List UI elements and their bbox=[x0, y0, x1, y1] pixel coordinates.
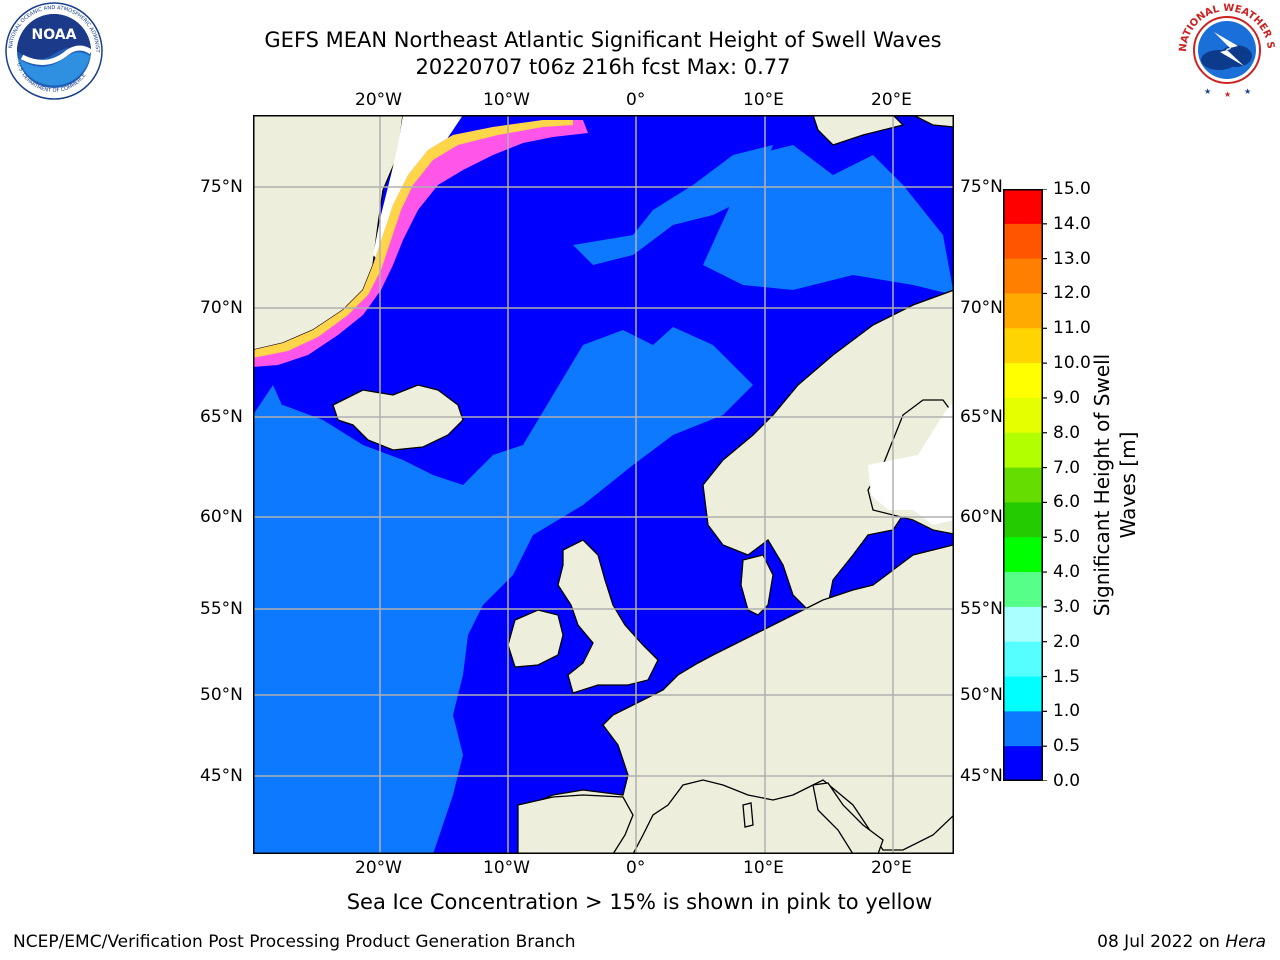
colorbar-segment bbox=[1003, 223, 1043, 260]
colorbar-tick-label: 14.0 bbox=[1053, 213, 1091, 234]
lat-label-left: 75°N bbox=[200, 177, 243, 197]
national-weather-service-logo-icon: NATIONAL WEATHER SERVICE ★ ★ ★ bbox=[1170, 0, 1280, 102]
noaa-logo-icon: NOAA NATIONAL OCEANIC AND ATMOSPHERIC AD… bbox=[0, 0, 106, 104]
footer-host: Hera bbox=[1225, 932, 1266, 952]
noaa-logo-text: NOAA bbox=[32, 27, 77, 43]
footer-credit: NCEP/EMC/Verification Post Processing Pr… bbox=[13, 932, 576, 952]
chart-subtitle: 20220707 t06z 216h fcst Max: 0.77 bbox=[415, 55, 791, 79]
colorbar-segment bbox=[1003, 467, 1043, 503]
lon-label-top: 10°E bbox=[743, 90, 784, 110]
lat-label-left: 65°N bbox=[200, 407, 243, 427]
colorbar-tick-label: 0.5 bbox=[1053, 736, 1081, 757]
lon-label-top: 20°E bbox=[871, 90, 912, 110]
lon-label-top: 0° bbox=[626, 90, 646, 110]
colorbar-segment bbox=[1003, 293, 1043, 329]
colorbar-tick-label: 0.0 bbox=[1053, 771, 1081, 791]
colorbar-tick-label: 7.0 bbox=[1053, 457, 1081, 478]
colorbar-tick-label: 15.0 bbox=[1053, 179, 1091, 199]
colorbar-segment bbox=[1003, 641, 1043, 678]
colorbar-frame bbox=[1003, 189, 1043, 781]
colorbar bbox=[1003, 188, 1047, 785]
colorbar-segment bbox=[1003, 676, 1043, 712]
lat-label-right: 70°N bbox=[960, 298, 1003, 318]
lat-label-left: 70°N bbox=[200, 298, 243, 318]
colorbar-tick-label: 12.0 bbox=[1053, 283, 1091, 304]
lon-label-bottom: 0° bbox=[626, 858, 646, 878]
colorbar-segment bbox=[1003, 258, 1043, 294]
colorbar-tick-label: 9.0 bbox=[1053, 387, 1081, 408]
lat-label-left: 50°N bbox=[200, 685, 243, 705]
colorbar-tick-label: 6.0 bbox=[1053, 492, 1081, 513]
lat-label-right: 55°N bbox=[960, 599, 1003, 619]
svg-text:★: ★ bbox=[1244, 87, 1251, 96]
colorbar-tick-label: 11.0 bbox=[1053, 318, 1091, 339]
footer-date-text: 08 Jul 2022 on bbox=[1097, 932, 1226, 952]
lon-label-bottom: 10°W bbox=[483, 858, 530, 878]
graticule bbox=[253, 115, 954, 854]
lat-label-left: 45°N bbox=[200, 766, 243, 786]
map-frame bbox=[253, 115, 954, 854]
colorbar-tick-label: 5.0 bbox=[1053, 527, 1081, 548]
svg-text:★: ★ bbox=[1224, 90, 1231, 98]
lon-label-top: 10°W bbox=[483, 90, 530, 110]
colorbar-segment bbox=[1003, 572, 1043, 608]
lon-label-bottom: 20°E bbox=[871, 858, 912, 878]
lat-label-right: 65°N bbox=[960, 407, 1003, 427]
sea-ice-band bbox=[253, 120, 588, 367]
colorbar-segment bbox=[1003, 606, 1043, 643]
lat-label-left: 60°N bbox=[200, 507, 243, 527]
svg-text:★: ★ bbox=[1204, 87, 1211, 96]
chart-title: GEFS MEAN Northeast Atlantic Significant… bbox=[264, 28, 942, 52]
swell-height-map bbox=[253, 115, 954, 858]
colorbar-tick-label: 1.5 bbox=[1053, 666, 1081, 687]
colorbar-tick-label: 13.0 bbox=[1053, 248, 1091, 269]
lat-label-right: 50°N bbox=[960, 685, 1003, 705]
lat-label-right: 75°N bbox=[960, 177, 1003, 197]
colorbar-tick-label: 2.0 bbox=[1053, 631, 1081, 652]
colorbar-tick-label: 8.0 bbox=[1053, 422, 1081, 443]
colorbar-segment bbox=[1003, 363, 1043, 399]
colorbar-segment bbox=[1003, 537, 1043, 573]
colorbar-segment bbox=[1003, 432, 1043, 469]
colorbar-tick-label: 3.0 bbox=[1053, 596, 1081, 617]
colorbar-tick-label: 10.0 bbox=[1053, 353, 1091, 374]
colorbar-segment bbox=[1003, 711, 1043, 747]
lon-label-bottom: 20°W bbox=[355, 858, 402, 878]
sea-ice-caption: Sea Ice Concentration > 15% is shown in … bbox=[346, 890, 933, 914]
lat-label-left: 55°N bbox=[200, 599, 243, 619]
colorbar-label-line2: Waves [m] bbox=[1116, 431, 1140, 539]
colorbar-segment bbox=[1003, 746, 1043, 782]
lat-label-right: 60°N bbox=[960, 507, 1003, 527]
lon-label-top: 20°W bbox=[355, 90, 402, 110]
colorbar-tick-label: 1.0 bbox=[1053, 701, 1081, 722]
footer-date: 08 Jul 2022 on Hera bbox=[1097, 932, 1266, 952]
colorbar-label: Significant Height of Swell Waves [m] bbox=[1089, 354, 1141, 616]
colorbar-segment bbox=[1003, 328, 1043, 364]
lon-label-bottom: 10°E bbox=[743, 858, 784, 878]
colorbar-segment bbox=[1003, 397, 1043, 434]
lat-label-right: 45°N bbox=[960, 766, 1003, 786]
colorbar-tick-label: 4.0 bbox=[1053, 562, 1081, 583]
colorbar-segment bbox=[1003, 189, 1043, 224]
colorbar-segment bbox=[1003, 502, 1043, 538]
colorbar-label-line1: Significant Height of Swell bbox=[1090, 353, 1114, 617]
